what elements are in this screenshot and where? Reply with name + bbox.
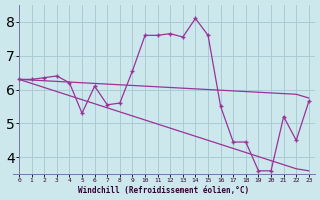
X-axis label: Windchill (Refroidissement éolien,°C): Windchill (Refroidissement éolien,°C) bbox=[78, 186, 250, 195]
